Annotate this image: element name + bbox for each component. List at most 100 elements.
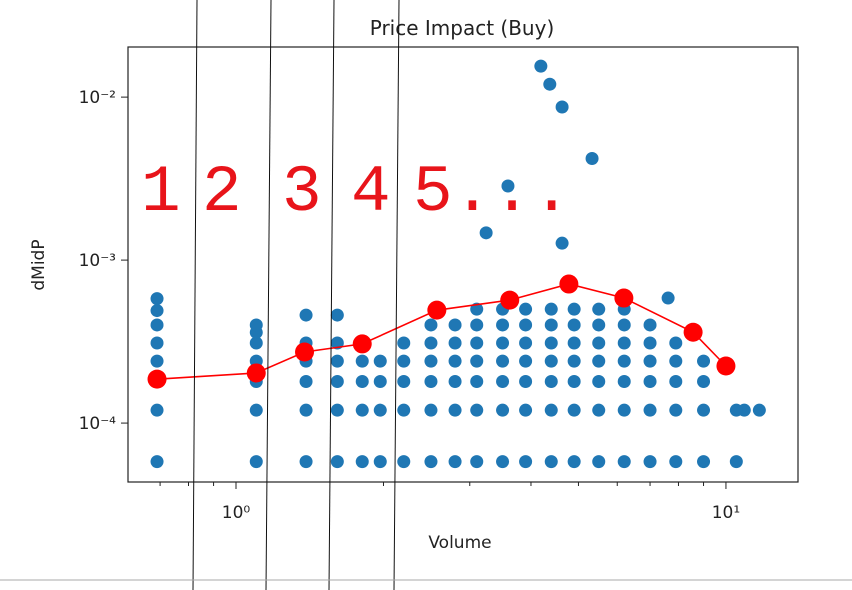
chart-title: Price Impact (Buy) (370, 16, 555, 40)
scatter-point (470, 336, 484, 350)
scatter-point (330, 374, 344, 388)
scatter-point (643, 354, 657, 368)
scatter-point (543, 77, 557, 91)
scatter-point (448, 336, 462, 350)
scatter-point (617, 374, 631, 388)
scatter-point (697, 455, 711, 469)
x-axis-label: Volume (428, 533, 491, 553)
scatter-point (330, 455, 344, 469)
scatter-point (697, 374, 711, 388)
trend-line (156, 283, 727, 380)
scatter-point (544, 318, 558, 332)
scatter-point (519, 302, 533, 316)
scatter-point (643, 403, 657, 417)
scatter-point (150, 354, 164, 368)
scatter-point (752, 403, 766, 417)
scatter-point (448, 354, 462, 368)
scatter-point (669, 403, 683, 417)
scatter-point (534, 59, 548, 73)
scatter-point (617, 455, 631, 469)
scatter-point (567, 374, 581, 388)
scatter-point (669, 354, 683, 368)
scatter-point (592, 374, 606, 388)
scatter-point (249, 455, 263, 469)
trend-point (500, 290, 520, 310)
scatter-point (496, 318, 510, 332)
scatter-point (373, 455, 387, 469)
annotation: 4 (351, 155, 391, 230)
scatter-point (249, 336, 263, 350)
annotations: 1 2 3 4 5... (141, 155, 571, 230)
annotation: 2 (202, 155, 242, 230)
scatter-point (355, 354, 369, 368)
scatter-point (592, 302, 606, 316)
trend-point (683, 322, 703, 342)
scatter-point (479, 226, 493, 240)
scatter-point (448, 374, 462, 388)
scatter-point (567, 403, 581, 417)
scatter-point (519, 374, 533, 388)
scatter-point (544, 374, 558, 388)
scatter-point (544, 336, 558, 350)
scatter-point (661, 291, 675, 305)
scatter-point (669, 336, 683, 350)
scatter-point (355, 403, 369, 417)
scatter-point (519, 336, 533, 350)
scatter-point (299, 403, 313, 417)
scatter-point (299, 455, 313, 469)
scatter-point (150, 403, 164, 417)
scatter-point (424, 318, 438, 332)
scatter-point (617, 354, 631, 368)
scatter-point (470, 374, 484, 388)
trend-point (295, 342, 315, 362)
scatter-point (397, 336, 411, 350)
scatter-point (643, 336, 657, 350)
scatter-point (592, 318, 606, 332)
y-tick-label: 10⁻⁴ (79, 414, 117, 434)
scatter-point (496, 374, 510, 388)
x-tick-label: 10¹ (712, 503, 740, 523)
scatter-point (249, 403, 263, 417)
scatter-point (373, 374, 387, 388)
scatter-point (617, 318, 631, 332)
scatter-point (150, 318, 164, 332)
trend-point (716, 356, 736, 376)
scatter-point (592, 455, 606, 469)
scatter-point (555, 100, 569, 114)
scatter-point (544, 455, 558, 469)
trend-point (246, 363, 266, 383)
hand-drawn-lines (192, 0, 400, 590)
scatter-point (470, 354, 484, 368)
scatter-point (617, 403, 631, 417)
scatter-point (470, 318, 484, 332)
scatter-point (567, 318, 581, 332)
scatter-point (299, 374, 313, 388)
scatter-point (470, 403, 484, 417)
annotation: 5... (413, 155, 571, 230)
scatter-point (643, 374, 657, 388)
scatter-point (373, 403, 387, 417)
scatter-point (643, 455, 657, 469)
scatter-point (496, 403, 510, 417)
scatter-point (150, 455, 164, 469)
scatter-point (397, 403, 411, 417)
scatter-point (544, 403, 558, 417)
y-tick-label: 10⁻² (79, 88, 116, 108)
scatter-point (470, 455, 484, 469)
scatter-point (448, 403, 462, 417)
scatter-point (299, 308, 313, 322)
scatter-point (519, 403, 533, 417)
scatter-point (567, 354, 581, 368)
scatter-point (330, 308, 344, 322)
scatter-point (501, 179, 515, 193)
scatter-point (330, 354, 344, 368)
scatter-point (592, 336, 606, 350)
scatter-point (697, 403, 711, 417)
x-tick-label: 10⁰ (222, 503, 251, 523)
scatter-point (496, 336, 510, 350)
scatter-point (496, 354, 510, 368)
scatter-point (397, 354, 411, 368)
trend-point (559, 274, 579, 294)
scatter-point (544, 354, 558, 368)
plot-frame (127, 46, 799, 483)
